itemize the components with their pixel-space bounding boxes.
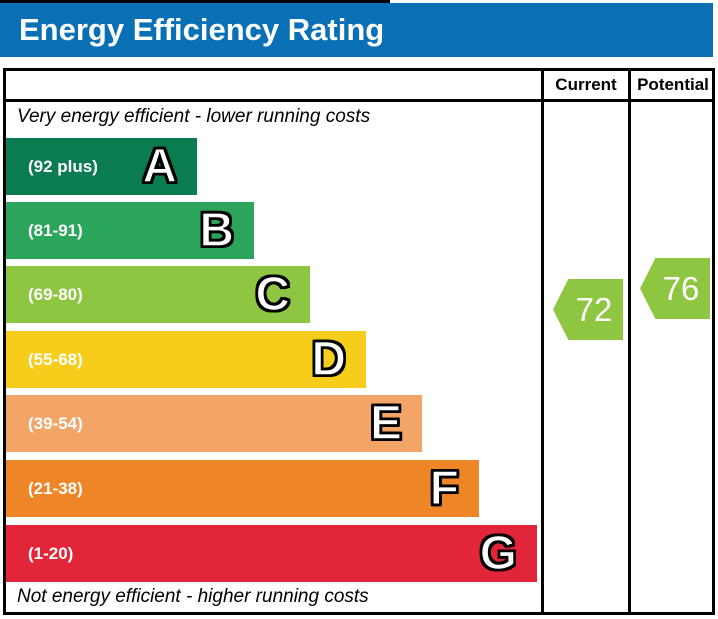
band-letter: D	[311, 332, 347, 386]
band-letter: E	[369, 396, 403, 450]
band-c: (69-80) C	[6, 266, 310, 323]
potential-rating-value: 76	[662, 270, 700, 307]
current-column-divider	[541, 68, 544, 615]
band-range-label: (21-38)	[28, 478, 83, 498]
band-range-label: (81-91)	[28, 220, 83, 240]
band-letter: F	[429, 461, 460, 515]
band-range-label: (69-80)	[28, 284, 83, 304]
band-range-label: (55-68)	[28, 349, 83, 369]
band-d: (55-68) D	[6, 331, 366, 388]
band-e: (39-54) E	[6, 395, 422, 452]
top-caption: Very energy efficient - lower running co…	[17, 106, 371, 127]
band-letter: G	[479, 526, 518, 580]
bottom-caption: Not energy efficient - higher running co…	[17, 586, 369, 607]
band-range-label: (1-20)	[28, 543, 74, 563]
cropped-edge-line	[0, 0, 390, 3]
header-row-divider	[3, 99, 715, 102]
band-range-label: (39-54)	[28, 413, 83, 433]
band-range-label: (92 plus)	[28, 156, 98, 176]
band-letter: B	[199, 203, 235, 257]
current-rating-value: 72	[575, 291, 613, 328]
band-b: (81-91) B	[6, 202, 254, 259]
page-title: Energy Efficiency Rating	[19, 12, 385, 47]
current-rating-arrow: 72	[553, 279, 623, 340]
band-g: (1-20) G	[6, 525, 537, 582]
band-f: (21-38) F	[6, 460, 479, 517]
band-a: (92 plus) A	[6, 138, 197, 195]
potential-column-divider	[628, 68, 631, 615]
chart-frame	[3, 68, 715, 615]
potential-column-header: Potential	[637, 75, 709, 94]
potential-rating-arrow: 76	[640, 258, 710, 319]
title-banner: Energy Efficiency Rating	[0, 3, 713, 57]
current-column-header: Current	[555, 75, 617, 94]
band-letter: C	[255, 267, 291, 321]
band-letter: A	[142, 139, 178, 193]
